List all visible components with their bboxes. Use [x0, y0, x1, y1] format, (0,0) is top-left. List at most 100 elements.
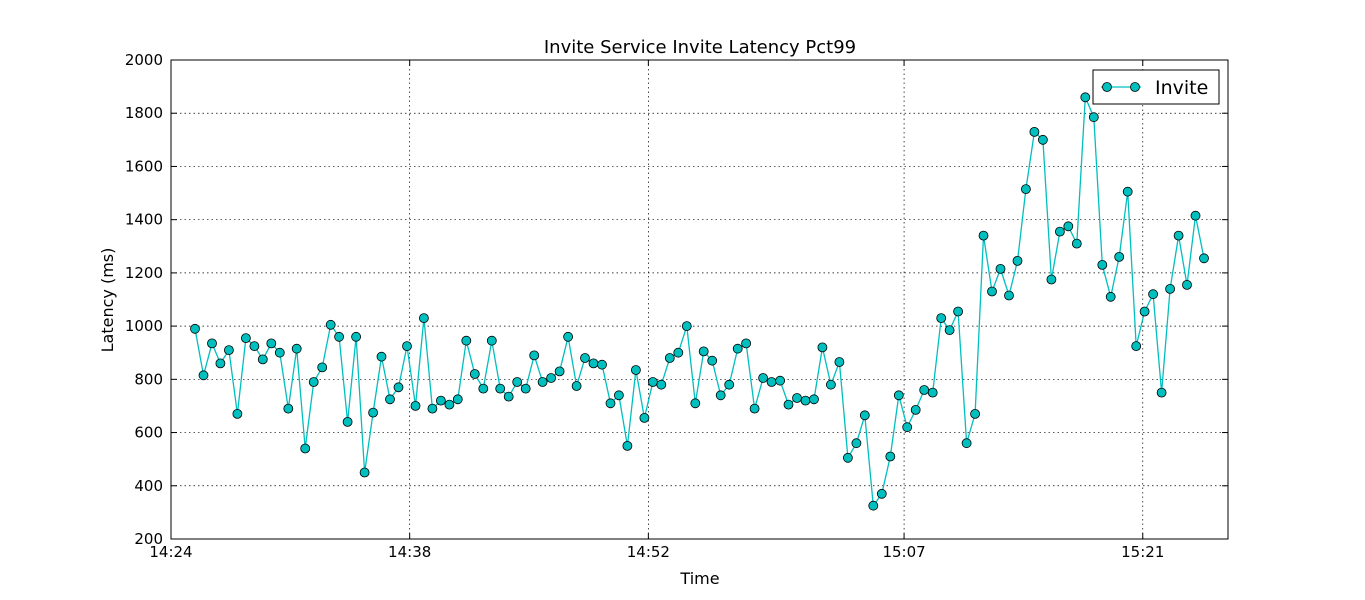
data-point	[308, 377, 319, 387]
data-point	[970, 408, 980, 419]
data-point	[639, 412, 650, 423]
data-point	[597, 359, 607, 370]
data-point	[469, 369, 480, 379]
data-point	[885, 451, 896, 462]
data-point	[1055, 226, 1065, 237]
data-point	[919, 385, 930, 395]
data-point	[834, 357, 845, 367]
data-point	[1173, 230, 1184, 241]
data-point	[266, 338, 277, 349]
data-point	[843, 452, 853, 463]
plot-frame	[170, 59, 1229, 540]
data-point	[325, 319, 336, 330]
x-axis-label: Time	[679, 569, 719, 588]
x-tick-label: 14:24	[149, 543, 192, 561]
data-point	[1139, 306, 1150, 317]
data-point	[859, 410, 870, 421]
data-point	[410, 400, 421, 411]
x-tick-label: 14:38	[388, 543, 431, 561]
data-point	[775, 375, 785, 386]
data-point	[1097, 259, 1108, 270]
y-tick-label: 200	[134, 530, 163, 548]
axis-ticks: 200 400 600 800 1000 1200 1400 1600 1800 2000 14:2…	[125, 51, 1228, 561]
data-point	[537, 377, 548, 387]
data-point	[1088, 112, 1099, 123]
data-point	[927, 387, 938, 398]
data-point	[385, 394, 395, 405]
data-point	[944, 325, 955, 336]
data-point	[1105, 291, 1116, 302]
legend: Invite	[1092, 69, 1220, 105]
data-point	[478, 383, 489, 394]
y-tick-label: 1800	[125, 104, 163, 122]
grid	[171, 60, 1228, 539]
data-point	[1156, 387, 1167, 398]
data-point	[1021, 184, 1031, 195]
data-point	[351, 331, 362, 342]
data-point	[418, 313, 429, 324]
data-point	[851, 438, 862, 449]
plot-area	[190, 92, 1209, 511]
data-point	[741, 338, 751, 349]
data-point	[342, 416, 353, 427]
data-point	[1182, 279, 1192, 290]
data-point	[1046, 274, 1057, 285]
data-point	[732, 343, 743, 354]
data-point	[953, 306, 963, 317]
data-point	[749, 403, 760, 414]
data-point	[690, 398, 701, 409]
legend-marker	[1130, 82, 1140, 92]
data-point	[1029, 126, 1040, 137]
data-point	[546, 373, 556, 383]
data-point	[826, 379, 836, 390]
data-point	[1080, 92, 1091, 103]
data-point	[648, 377, 658, 387]
data-point	[300, 443, 311, 454]
y-tick-label: 1400	[125, 211, 163, 229]
data-point	[876, 488, 887, 499]
data-point	[817, 342, 828, 353]
data-point	[393, 382, 404, 393]
data-point	[1004, 290, 1014, 301]
data-point	[605, 398, 616, 409]
data-point	[978, 230, 989, 241]
data-point	[1063, 221, 1074, 232]
data-point	[622, 440, 633, 451]
data-point	[207, 338, 217, 349]
data-point	[190, 323, 200, 334]
data-point	[1038, 134, 1048, 145]
data-point	[1012, 255, 1023, 266]
data-point	[902, 422, 913, 433]
data-point	[995, 263, 1006, 274]
data-point	[554, 366, 565, 377]
data-point	[673, 347, 684, 358]
data-point	[317, 362, 328, 373]
data-point	[452, 394, 463, 405]
data-point	[283, 403, 294, 414]
data-point	[571, 381, 582, 391]
data-point	[512, 377, 523, 387]
data-point	[809, 394, 819, 405]
data-point	[1122, 186, 1133, 197]
data-point	[588, 358, 599, 369]
data-point	[724, 379, 735, 390]
data-point	[758, 373, 768, 383]
data-point	[698, 346, 709, 357]
data-point	[664, 353, 675, 363]
data-point	[783, 399, 794, 410]
data-point	[656, 379, 667, 390]
data-point	[800, 395, 811, 406]
chart-title: Invite Service Invite Latency Pct99	[544, 37, 856, 58]
y-tick-label: 800	[134, 370, 163, 388]
data-point	[1190, 210, 1201, 221]
data-point	[427, 403, 438, 414]
data-point	[249, 341, 260, 352]
data-point	[461, 335, 472, 346]
data-point	[529, 350, 540, 361]
data-point	[868, 500, 879, 511]
data-point	[359, 467, 370, 478]
data-point	[580, 353, 590, 363]
data-point	[198, 370, 209, 381]
data-point	[681, 321, 692, 332]
